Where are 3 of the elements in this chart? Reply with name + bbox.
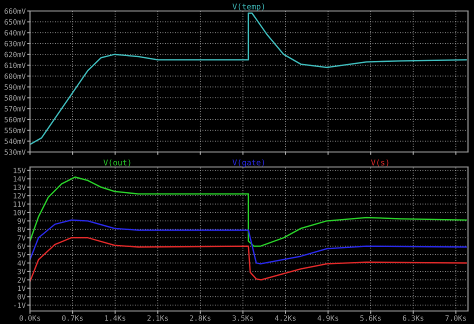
- line-series: [30, 237, 467, 282]
- line-series: [30, 176, 467, 247]
- line-series: [30, 219, 467, 265]
